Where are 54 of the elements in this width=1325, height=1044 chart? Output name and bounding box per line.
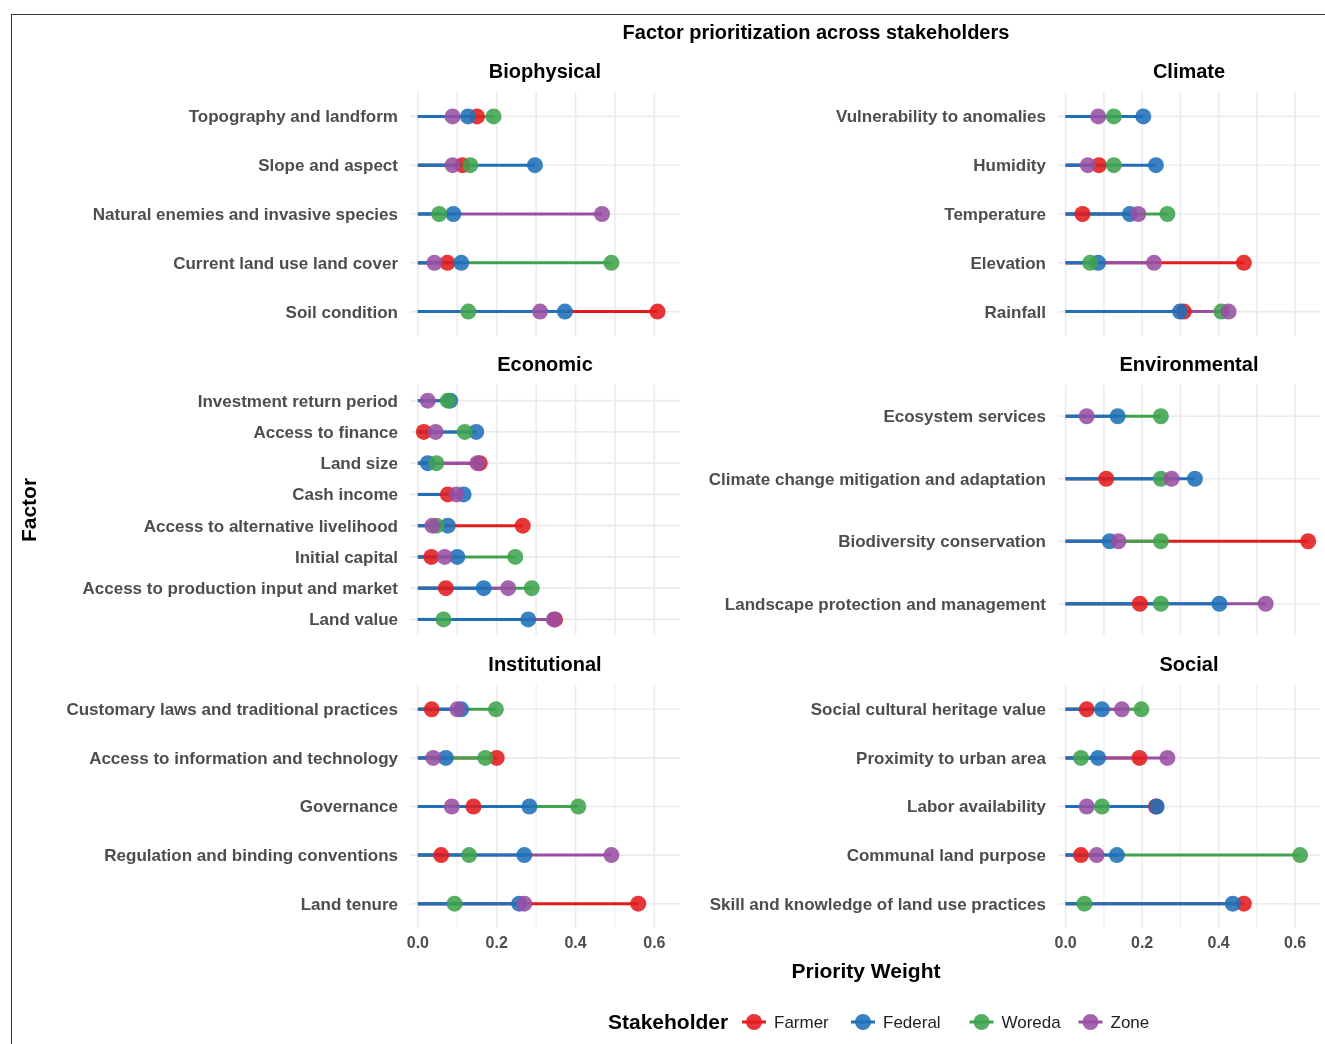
y-tick-label: Land tenure <box>300 894 398 914</box>
y-tick-label: Initial capital <box>295 547 398 567</box>
legend-label: Zone <box>1110 1012 1150 1032</box>
x-tick-label: 0.2 <box>485 934 508 951</box>
y-axis-title: Factor <box>17 477 40 543</box>
y-tick-label: Humidity <box>973 156 1047 176</box>
y-tick-label: Access to alternative livelihood <box>143 516 398 536</box>
y-tick-label: Investment return period <box>197 391 398 411</box>
y-tick-label: Temperature <box>944 204 1046 224</box>
chart-title: Environmental <box>1119 353 1259 375</box>
legend-label: Farmer <box>774 1012 830 1032</box>
y-tick-label: Landscape protection and management <box>724 594 1047 614</box>
y-tick-label: Social cultural heritage value <box>810 700 1046 720</box>
x-tick-label: 0.0 <box>1054 934 1077 951</box>
chart-title: Social <box>1159 653 1219 675</box>
x-tick-label: 0.2 <box>1131 934 1154 951</box>
y-tick-label: Customary laws and traditional practices <box>66 700 398 720</box>
y-tick-label: Access to information and technology <box>89 748 399 768</box>
text: Factor prioritization across stakeholders <box>622 21 1010 43</box>
y-tick-label: Cash income <box>292 485 398 505</box>
chart-title: Biophysical <box>488 60 602 82</box>
y-tick-label: Climate change mitigation and adaptation <box>708 469 1046 489</box>
y-tick-label: Governance <box>299 797 398 817</box>
x-tick-label: 0.4 <box>1207 934 1230 951</box>
y-tick-label: Vulnerability to anomalies <box>835 107 1046 127</box>
x-tick-label: 0.4 <box>564 934 587 951</box>
y-tick-label: Access to finance <box>253 422 398 442</box>
legend-label: Woreda <box>1001 1012 1062 1032</box>
x-tick-label: 0.6 <box>1284 934 1307 951</box>
y-tick-label: Ecosystem services <box>883 407 1046 427</box>
y-tick-label: Proximity to urban area <box>856 748 1047 768</box>
chart-title: Climate <box>1152 60 1226 82</box>
y-tick-label: Regulation and binding conventions <box>104 846 398 866</box>
y-tick-label: Biodiversity conservation <box>838 532 1046 552</box>
y-tick-label: Elevation <box>970 253 1046 273</box>
y-tick-label: Labor availability <box>907 797 1047 817</box>
chart-title: Institutional <box>488 653 602 675</box>
x-tick-label: 0.0 <box>406 934 430 951</box>
y-tick-label: Skill and knowledge of land use practices <box>709 894 1046 914</box>
y-tick-label: Slope and aspect <box>258 156 399 176</box>
y-tick-label: Topography and landform <box>188 107 398 127</box>
x-tick-label: 0.6 <box>643 934 666 951</box>
y-tick-label: Natural enemies and invasive species <box>92 204 398 224</box>
y-tick-label: Soil condition <box>285 302 398 322</box>
y-tick-label: Access to production input and market <box>82 579 399 599</box>
legend-title: Stakeholder <box>608 1010 729 1034</box>
y-tick-label: Land value <box>309 610 398 630</box>
chart-title: Economic <box>497 353 593 375</box>
y-tick-label: Communal land purpose <box>846 846 1046 866</box>
y-tick-label: Land size <box>320 454 398 474</box>
y-tick-label: Current land use land cover <box>173 253 399 273</box>
y-tick-label: Rainfall <box>984 302 1046 322</box>
x-axis-title: Priority Weight <box>791 959 941 982</box>
legend-label: Federal <box>883 1012 941 1032</box>
